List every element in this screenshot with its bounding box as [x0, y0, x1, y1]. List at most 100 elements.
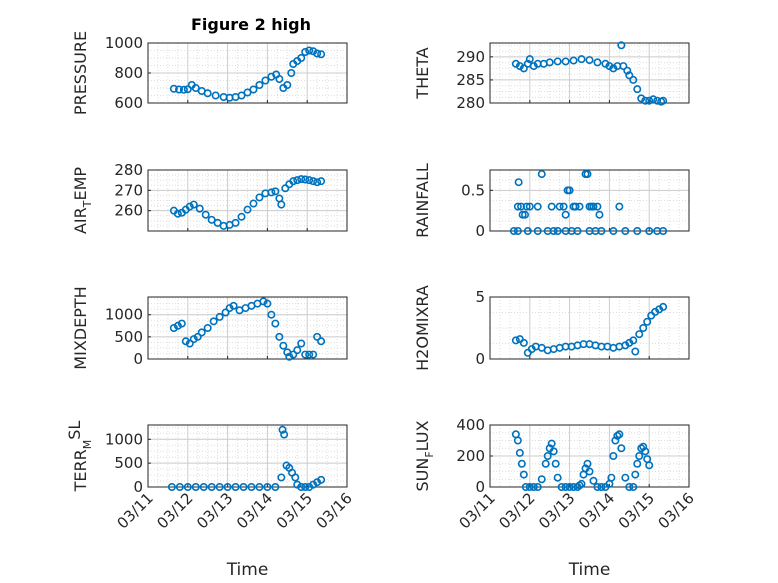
data-point: [317, 177, 326, 186]
data-point: [573, 227, 582, 236]
data-point: [301, 47, 310, 56]
data-point: [513, 227, 522, 236]
data-point: [575, 202, 584, 211]
y-tick-label: 500: [114, 454, 143, 472]
data-point: [297, 339, 306, 348]
data-point: [621, 473, 630, 482]
data-point: [263, 482, 272, 491]
y-axis-label: THETA: [413, 47, 432, 99]
data-point: [551, 459, 560, 468]
data-point: [565, 186, 574, 195]
data-point: [537, 170, 546, 179]
data-point: [515, 62, 524, 71]
data-point: [259, 297, 268, 306]
data-point: [617, 444, 626, 453]
data-point: [185, 339, 194, 348]
x-tick-label: 03/13: [535, 489, 578, 532]
y-tick-label: 400: [456, 416, 485, 434]
data-point: [223, 482, 232, 491]
data-point: [291, 473, 300, 482]
y-tick-label: 600: [114, 94, 143, 112]
data-point: [247, 482, 256, 491]
data-point: [511, 336, 520, 345]
panel-theta: 280 285 290 THETA: [413, 41, 690, 112]
data-point: [619, 62, 628, 71]
data-point: [193, 332, 202, 341]
x-tick-label: 03/15: [273, 489, 316, 532]
data-point: [621, 227, 630, 236]
data-point: [277, 200, 286, 209]
series-markers: [511, 302, 668, 357]
data-point: [585, 467, 594, 476]
data-point: [543, 451, 552, 460]
data-point: [559, 202, 568, 211]
data-point: [175, 85, 184, 94]
data-point: [271, 319, 280, 328]
data-point: [569, 56, 578, 65]
data-point: [169, 323, 178, 332]
data-point: [177, 319, 186, 328]
data-point: [183, 85, 192, 94]
data-point: [267, 310, 276, 319]
data-point: [183, 482, 192, 491]
data-point: [585, 227, 594, 236]
data-point: [275, 75, 284, 84]
data-point: [231, 482, 240, 491]
data-point: [631, 347, 640, 356]
data-point: [215, 482, 224, 491]
data-point: [561, 482, 570, 491]
data-point: [515, 448, 524, 457]
data-point: [191, 84, 200, 93]
data-point: [525, 202, 534, 211]
data-point: [287, 69, 296, 78]
y-axis-label: H2OMIXRA: [413, 285, 432, 371]
data-point: [593, 482, 602, 491]
data-point: [255, 482, 264, 491]
data-point: [523, 227, 532, 236]
y-tick-label: 270: [114, 181, 143, 199]
data-point: [629, 336, 638, 345]
data-point: [309, 350, 318, 359]
data-point: [623, 66, 632, 75]
data-point: [609, 227, 618, 236]
x-tick-label: 03/12: [495, 489, 538, 532]
data-point: [583, 170, 592, 179]
data-point: [513, 202, 522, 211]
data-point: [517, 459, 526, 468]
data-point: [611, 436, 620, 445]
data-point: [521, 210, 530, 219]
data-point: [277, 473, 286, 482]
data-point: [643, 317, 652, 326]
data-point: [522, 202, 531, 211]
axes-box: [489, 296, 690, 360]
data-point: [561, 227, 570, 236]
data-point: [549, 447, 558, 456]
data-point: [629, 75, 638, 84]
data-point: [637, 94, 646, 103]
panel-air_temp: 260 270 280 AIRTEMP: [71, 161, 348, 234]
data-point: [197, 328, 206, 337]
data-point: [615, 202, 624, 211]
x-tick-label: 03/14: [575, 489, 618, 532]
data-point: [271, 482, 280, 491]
data-point: [547, 439, 556, 448]
data-point: [281, 184, 290, 193]
data-point: [561, 210, 570, 219]
data-point: [571, 202, 580, 211]
x-tick-label: 03/12: [153, 489, 196, 532]
data-point: [659, 302, 668, 311]
data-point: [173, 321, 182, 330]
data-point: [255, 81, 264, 90]
x-tick-label: 03/13: [193, 489, 236, 532]
data-point: [203, 323, 212, 332]
data-point: [525, 55, 534, 64]
data-point: [583, 459, 592, 468]
data-point: [275, 332, 284, 341]
data-point: [261, 76, 270, 85]
data-point: [525, 482, 534, 491]
data-point: [549, 227, 558, 236]
data-point: [533, 227, 542, 236]
data-point: [645, 227, 654, 236]
y-tick-label: 280: [114, 161, 143, 179]
data-point: [203, 89, 212, 98]
